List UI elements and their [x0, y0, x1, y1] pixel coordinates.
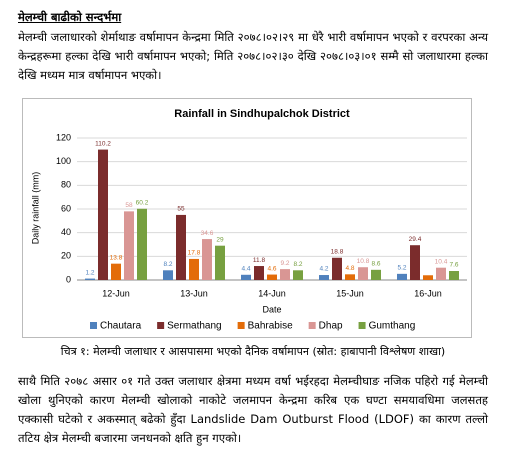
- data-label: 18.8: [331, 248, 344, 255]
- bar: [345, 274, 355, 280]
- bar: [449, 271, 459, 280]
- bar: [215, 245, 225, 280]
- data-label: 4.6: [267, 265, 276, 272]
- bar: [202, 239, 212, 280]
- legend-label: Sermathang: [167, 321, 221, 332]
- y-axis-label: Daily rainfall (mm): [30, 172, 40, 245]
- chart-frame: [22, 98, 472, 338]
- chart: Rainfall in Sindhupalchok District Daily…: [22, 98, 472, 338]
- bar: [267, 274, 277, 280]
- y-tick-label: 80: [61, 180, 71, 190]
- bar: [397, 273, 407, 280]
- x-tick-label: 14-Jun: [258, 288, 286, 298]
- caption: चित्र १: मेलम्ची जलाधार र आसपासमा भएको द…: [60, 345, 446, 358]
- bar: [189, 258, 199, 280]
- chart-title: Rainfall in Sindhupalchok District: [174, 108, 350, 120]
- data-label: 4.8: [345, 265, 354, 272]
- x-tick-label: 15-Jun: [336, 288, 364, 298]
- data-label: 8.2: [293, 261, 302, 268]
- y-tick-label: 120: [56, 132, 71, 142]
- x-axis-label: Date: [262, 304, 281, 314]
- legend-swatch: [157, 322, 165, 329]
- y-tick-label: 40: [61, 227, 71, 237]
- bar: [332, 257, 342, 280]
- bar: [319, 275, 329, 280]
- bar: [358, 267, 368, 280]
- heading: मेलम्ची बाढीको सन्दर्भमा: [18, 10, 122, 24]
- bar: [423, 275, 433, 280]
- data-label: 9.2: [280, 260, 289, 267]
- legend-label: Dhap: [319, 321, 343, 332]
- bar: [371, 269, 381, 280]
- bar: [436, 267, 446, 280]
- paragraph: मेलम्ची जलाधारको शेर्माथाङ वर्षामापन केन…: [18, 30, 488, 82]
- legend-swatch: [90, 322, 97, 329]
- y-tick-label: 60: [61, 203, 71, 213]
- legend-swatch: [237, 322, 245, 329]
- bar: [98, 149, 108, 280]
- bar: [176, 214, 186, 280]
- data-label: 17.8: [188, 250, 201, 257]
- x-tick-label: 13-Jun: [180, 288, 208, 298]
- data-label: 34.6: [201, 230, 214, 237]
- data-label: 60.2: [136, 199, 149, 206]
- legend-label: Bahrabise: [248, 321, 293, 332]
- data-label: 29: [216, 236, 224, 243]
- bar: [163, 270, 173, 280]
- data-label: 7.6: [449, 262, 458, 269]
- legend-swatch: [308, 322, 316, 329]
- x-tick-label: 12-Jun: [102, 288, 130, 298]
- paragraph: साथै मिति २०७८ असार ०१ गते उक्त जलाधार क…: [18, 374, 488, 445]
- y-tick-label: 100: [56, 156, 71, 166]
- data-label: 5.2: [397, 265, 406, 272]
- data-label: 58: [125, 202, 133, 209]
- bar: [137, 208, 147, 280]
- data-label: 8.6: [371, 261, 380, 268]
- bar: [241, 274, 251, 280]
- bar: [280, 269, 290, 280]
- data-label: 11.8: [253, 257, 266, 264]
- bar: [111, 263, 121, 280]
- data-label: 8.2: [163, 261, 172, 268]
- bar: [410, 245, 420, 280]
- legend-swatch: [358, 322, 366, 329]
- bar: [293, 270, 303, 280]
- y-tick-label: 20: [61, 251, 71, 261]
- bar: [85, 278, 95, 280]
- data-label: 110.2: [95, 140, 111, 147]
- data-label: 1.2: [85, 269, 94, 276]
- x-tick-label: 16-Jun: [414, 288, 442, 298]
- bar: [124, 211, 134, 280]
- data-label: 29.4: [409, 236, 422, 243]
- data-label: 13.8: [110, 254, 123, 261]
- y-tick-label: 0: [66, 274, 71, 284]
- data-label: 4.4: [241, 266, 250, 273]
- legend-label: Chautara: [100, 321, 142, 332]
- data-label: 4.2: [319, 266, 328, 273]
- data-label: 55: [177, 206, 185, 213]
- data-label: 10.4: [435, 258, 448, 265]
- legend-label: Gumthang: [369, 321, 416, 332]
- data-label: 10.8: [357, 258, 370, 265]
- bar: [254, 266, 264, 280]
